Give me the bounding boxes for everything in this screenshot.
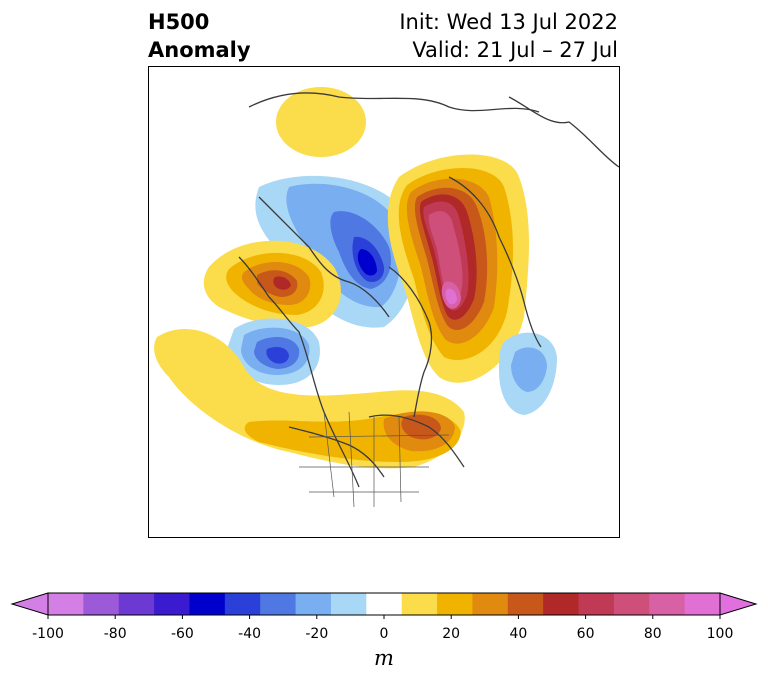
colorbar-segment	[118, 593, 155, 615]
colorbar-segment	[684, 593, 721, 615]
colorbar-segment	[578, 593, 615, 615]
anomaly-map	[148, 66, 620, 538]
colorbar-segment	[154, 593, 190, 615]
colorbar-segment	[613, 593, 650, 615]
us-state-borders	[299, 411, 450, 508]
colorbar-tick-label: 60	[576, 626, 595, 642]
colorbar-extend-min	[10, 592, 49, 616]
colorbar-tick-label: 20	[442, 626, 461, 642]
bering-ridge-contours	[203, 240, 341, 328]
colorbar-tick-label: -20	[305, 626, 329, 642]
init-time: Init: Wed 13 Jul 2022	[399, 10, 618, 34]
europe-ridge-contours	[387, 154, 529, 383]
colorbar-segment	[83, 593, 120, 615]
colorbar-tick-label: 100	[706, 626, 734, 642]
colorbar-tick-label: -100	[32, 626, 64, 642]
siberia-ridge-contours	[276, 87, 366, 157]
title-variable: H500	[148, 10, 210, 34]
pacific-ridge-band	[154, 328, 465, 469]
colorbar-tick-label: 80	[643, 626, 662, 642]
title-left: H500 Anomaly	[148, 8, 251, 64]
colorbar-segment	[437, 593, 473, 615]
colorbar-segment	[649, 593, 686, 615]
colorbar-segment	[295, 593, 332, 615]
map-canvas	[154, 87, 619, 508]
arctic-trough-contours	[255, 175, 416, 328]
coastlines	[238, 92, 619, 488]
colorbar-extend-max	[719, 592, 758, 616]
colorbar-segment	[189, 593, 226, 615]
colorbar-segment	[401, 593, 438, 615]
colorbar-segment	[366, 593, 403, 615]
colorbar-segment	[543, 593, 580, 615]
title-right: Init: Wed 13 Jul 2022 Valid: 21 Jul – 27…	[399, 8, 618, 64]
colorbar-segment	[48, 593, 84, 615]
colorbar-tick-label: -80	[103, 626, 127, 642]
title-anomaly: Anomaly	[148, 38, 251, 62]
colorbar-segment	[472, 593, 509, 615]
colorbar-segment	[260, 593, 297, 615]
colorbar-tick-label: -40	[238, 626, 262, 642]
colorbar-unit: m	[374, 646, 394, 670]
valid-range: Valid: 21 Jul – 27 Jul	[412, 38, 618, 62]
colorbar	[10, 592, 758, 619]
colorbar-segment	[330, 593, 367, 615]
atlantic-trough-contours	[499, 332, 557, 415]
gulf-alaska-trough-contours	[227, 318, 320, 385]
colorbar-tick-label: 0	[379, 626, 389, 642]
colorbar-segment	[224, 593, 261, 615]
colorbar-tick-label: -60	[170, 626, 194, 642]
colorbar-tick-label: 40	[509, 626, 528, 642]
colorbar-segment	[507, 593, 544, 615]
